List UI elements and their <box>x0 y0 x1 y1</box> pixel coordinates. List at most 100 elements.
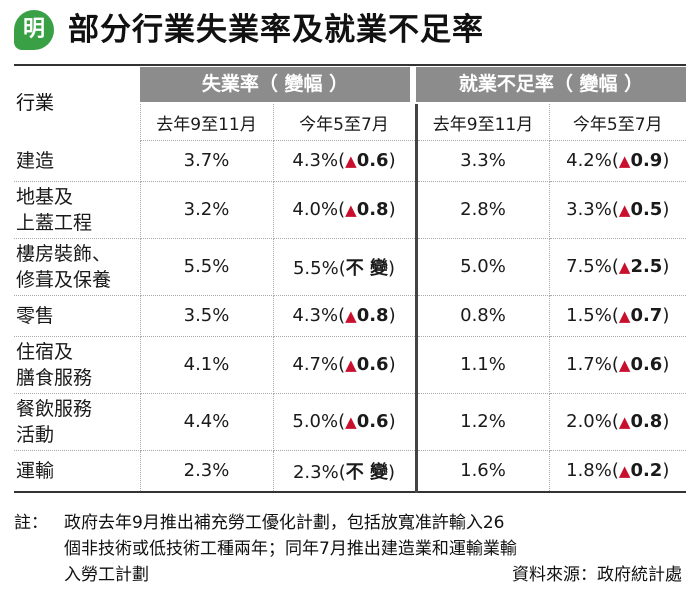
unemp-prev-cell: 3.7% <box>140 140 274 182</box>
underemp-prev-cell: 3.3% <box>416 140 550 182</box>
change-value: 0.6 <box>630 354 663 375</box>
change-value: 0.6 <box>356 411 389 432</box>
rate-value: 1.8% <box>566 460 612 481</box>
unemp-prev-cell: 5.5% <box>140 238 274 296</box>
change-value: 0.2 <box>630 460 663 481</box>
data-table: 去年9至11月 今年5至7月 去年9至11月 今年5至7月 建造 3.7% 4.3%… <box>14 104 686 493</box>
note-line-3: 入勞工計劃 <box>64 565 149 585</box>
underemp-prev-cell: 2.8% <box>416 181 550 239</box>
change-value: 0.8 <box>356 305 389 326</box>
rate-value: 3.3% <box>566 199 612 220</box>
increase-arrow-icon: ▲ <box>618 413 631 431</box>
underemp-prev-cell: 1.2% <box>416 393 550 451</box>
page-title: 部分行業失業率及就業不足率 <box>68 12 484 48</box>
rate-value: 2.3% <box>292 461 339 483</box>
rate-value: 5.0% <box>292 411 339 432</box>
underemp-cur-cell: 2.0%(▲0.8) <box>549 393 686 451</box>
increase-arrow-icon: ▲ <box>618 307 631 325</box>
change-value: 2.5 <box>630 256 663 277</box>
unemp-cur-cell: 4.3%(▲0.8) <box>273 295 418 337</box>
unemp-prev-cell: 3.2% <box>140 181 274 239</box>
subheader-underemp-prev: 去年9至11月 <box>416 104 550 141</box>
industry-name-line: 建造 <box>16 149 55 172</box>
subheader-row: 去年9至11月 今年5至7月 去年9至11月 今年5至7月 <box>14 104 686 141</box>
note-line-2: 個非技術或低技術工種兩年；同年7月推出建造業和運輸業輸 <box>64 539 517 559</box>
industry-cell: 運輸 <box>14 450 141 493</box>
table-row: 建造 3.7% 4.3%(▲0.6) 3.3% 4.2%(▲0.9) <box>14 140 686 182</box>
change-value: 0.8 <box>630 411 663 432</box>
unemp-cur-cell: 4.3%(▲0.6) <box>273 140 418 182</box>
table-row: 餐飲服務 活動 4.4% 5.0%(▲0.6) 1.2% 2.0%(▲0.8) <box>14 393 686 451</box>
change-value: 不 變 <box>345 461 388 483</box>
unemp-prev-cell: 3.5% <box>140 295 274 337</box>
note-line-1: 政府去年9月推出補充勞工優化計劃，包括放寬准許輸入26 <box>64 513 505 533</box>
rate-value: 4.3% <box>292 150 339 172</box>
subheader-unemp-prev: 去年9至11月 <box>140 104 274 141</box>
unemp-cur-cell: 4.7%(▲0.6) <box>273 336 418 394</box>
underemp-prev-cell: 5.0% <box>416 238 550 296</box>
industry-cell: 建造 <box>14 140 141 182</box>
table-row: 樓房裝飾、修葺及保養 5.5% 5.5%(不 變) 5.0% 7.5%(▲2.5) <box>14 238 686 296</box>
change-value: 0.7 <box>630 305 663 326</box>
increase-arrow-icon: ▲ <box>618 258 631 276</box>
change-value: 不 變 <box>345 257 388 279</box>
increase-arrow-icon: ▲ <box>345 201 357 219</box>
increase-arrow-icon: ▲ <box>345 413 357 431</box>
subheader-underemp-cur: 今年5至7月 <box>549 104 686 141</box>
industry-cell: 地基及 上蓋工程 <box>14 181 141 239</box>
underemp-cur-cell: 1.5%(▲0.7) <box>549 295 686 337</box>
underemp-cur-cell: 1.7%(▲0.6) <box>549 336 686 394</box>
rate-value: 5.5% <box>292 257 339 279</box>
industry-name-line: 膳食服務 <box>16 366 93 389</box>
underemp-cur-cell: 3.3%(▲0.5) <box>549 181 686 239</box>
unemp-cur-cell: 2.3%(不 變) <box>273 450 418 493</box>
table-row: 住宿及 膳食服務 4.1% 4.7%(▲0.6) 1.1% 1.7%(▲0.6) <box>14 336 686 394</box>
note-label: 註： <box>14 513 48 533</box>
industry-cell: 餐飲服務 活動 <box>14 393 141 451</box>
underemp-cur-cell: 4.2%(▲0.9) <box>549 140 686 182</box>
change-value: 0.6 <box>356 150 389 172</box>
table-row: 運輸 2.3% 2.3%(不 變) 1.6% 1.8%(▲0.2) <box>14 450 686 493</box>
logo-badge <box>14 10 54 50</box>
rate-value: 2.0% <box>566 411 612 432</box>
increase-arrow-icon: ▲ <box>618 356 631 374</box>
underemp-prev-cell: 1.1% <box>416 336 550 394</box>
top-rule <box>14 64 686 66</box>
underemp-cur-cell: 7.5%(▲2.5) <box>549 238 686 296</box>
source-credit: 資料來源：政府統計處 <box>512 565 682 585</box>
underemp-prev-cell: 0.8% <box>416 295 550 337</box>
increase-arrow-icon: ▲ <box>345 152 357 171</box>
industry-name-line: 零售 <box>16 304 55 327</box>
rate-value: 4.7% <box>292 354 339 375</box>
group-header-unemployment: 失業率（ 變幅 ） <box>140 67 410 102</box>
table-row: 零售 3.5% 4.3%(▲0.8) 0.8% 1.5%(▲0.7) <box>14 295 686 337</box>
subheader-spacer <box>14 104 141 141</box>
underemp-cur-cell: 1.8%(▲0.2) <box>549 450 686 493</box>
industry-name-line: 住宿及 <box>16 340 74 363</box>
unemp-cur-cell: 5.0%(▲0.6) <box>273 393 418 451</box>
change-value: 0.6 <box>356 354 389 375</box>
footnote: 註： 政府去年9月推出補充勞工優化計劃，包括放寬准許輸入26 個非技術或低技術工… <box>14 510 686 588</box>
industry-name-line: 餐飲服務 <box>16 397 93 420</box>
industry-name-line: 活動 <box>16 423 55 446</box>
industry-name-line: 樓房裝飾、 <box>16 242 112 265</box>
increase-arrow-icon: ▲ <box>618 462 631 480</box>
rate-value: 4.0% <box>292 199 339 220</box>
industry-cell: 住宿及 膳食服務 <box>14 336 141 394</box>
rate-value: 4.3% <box>292 305 339 326</box>
rate-value: 4.2% <box>566 150 612 172</box>
increase-arrow-icon: ▲ <box>345 307 357 325</box>
industry-name-line: 地基及 <box>16 185 74 208</box>
newspaper-logo: 明 <box>14 10 54 50</box>
underemp-prev-cell: 1.6% <box>416 450 550 493</box>
unemp-prev-cell: 2.3% <box>140 450 274 493</box>
group-header-underemployment: 就業不足率（ 變幅 ） <box>416 67 686 102</box>
change-value: 0.5 <box>630 199 663 220</box>
industry-name-line: 修葺及保養 <box>16 268 112 291</box>
industry-name-line: 上蓋工程 <box>16 211 93 234</box>
unemp-prev-cell: 4.4% <box>140 393 274 451</box>
unemp-cur-cell: 5.5%(不 變) <box>273 238 418 296</box>
unemp-prev-cell: 4.1% <box>140 336 274 394</box>
logo-text: 明 <box>22 17 45 42</box>
rate-value: 1.5% <box>566 305 612 326</box>
